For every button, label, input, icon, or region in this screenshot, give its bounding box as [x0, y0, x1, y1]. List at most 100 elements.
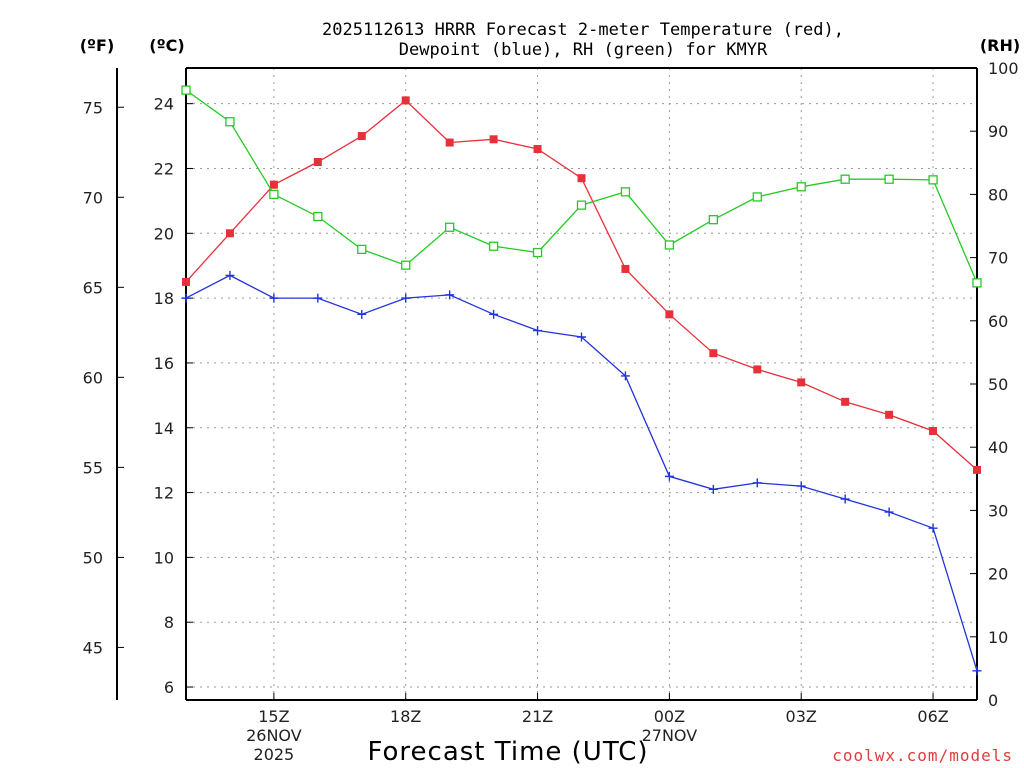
- rh-tick-label: 10: [988, 628, 1008, 647]
- data-point: [313, 293, 323, 303]
- data-point: [840, 494, 850, 504]
- data-point: [708, 484, 718, 494]
- data-point: [796, 182, 806, 192]
- data-point: [620, 187, 631, 197]
- data-point: [664, 240, 675, 250]
- fahrenheit-tick-label: 75: [83, 98, 103, 117]
- data-point: [972, 278, 982, 288]
- data-point: [753, 365, 762, 374]
- data-point: [445, 222, 455, 232]
- data-point: [181, 293, 191, 303]
- celsius-tick-label: 12: [154, 484, 174, 503]
- x-tick-date-label: 2025: [254, 745, 295, 764]
- data-point: [885, 410, 894, 419]
- data-point: [620, 371, 630, 381]
- series-line: [185, 89, 978, 284]
- data-point: [357, 244, 367, 255]
- rh-tick-label: 60: [988, 312, 1008, 331]
- chart-title-line-1: 2025112613 HRRR Forecast 2-meter Tempera…: [322, 20, 844, 40]
- data-point: [445, 290, 455, 300]
- fahrenheit-tick-label: 45: [83, 638, 103, 657]
- rh-tick-label: 70: [988, 249, 1008, 268]
- data-point: [709, 349, 718, 358]
- data-point: [973, 465, 981, 474]
- x-axis-label: Forecast Time (UTC): [367, 737, 648, 767]
- data-point: [929, 426, 938, 435]
- data-point: [357, 309, 367, 319]
- series-dewpoint: [181, 270, 982, 676]
- celsius-tick-label: 24: [154, 95, 174, 114]
- x-tick-date-label: 27NOV: [642, 726, 698, 745]
- credit-link[interactable]: coolwx.com/models: [832, 746, 1013, 765]
- fahrenheit-unit-label: (ºF): [80, 36, 115, 55]
- rh-tick-label: 50: [988, 375, 1008, 394]
- data-point: [532, 247, 543, 258]
- data-point: [269, 180, 278, 189]
- data-point: [489, 135, 498, 144]
- rh-tick-label: 100: [988, 59, 1019, 78]
- data-point: [665, 310, 674, 319]
- celsius-tick-label: 20: [154, 224, 174, 243]
- data-point: [533, 145, 542, 154]
- celsius-tick-label: 8: [164, 613, 174, 632]
- data-point: [840, 174, 850, 184]
- data-point: [488, 241, 499, 251]
- data-point: [533, 326, 543, 336]
- rh-tick-label: 20: [988, 565, 1008, 584]
- rh-tick-label: 80: [988, 185, 1008, 204]
- data-point: [752, 192, 762, 202]
- data-point: [269, 189, 279, 200]
- data-point: [664, 471, 674, 481]
- data-point: [752, 478, 762, 488]
- data-point: [313, 211, 323, 222]
- series-rh: [181, 85, 982, 288]
- fahrenheit-tick-label: 65: [83, 278, 103, 297]
- data-point: [621, 264, 630, 273]
- x-tick-label: 15Z: [258, 707, 289, 726]
- rh-tick-label: 0: [988, 691, 998, 710]
- data-point: [181, 85, 191, 95]
- chart-title-line-2: Dewpoint (blue), RH (green) for KMYR: [399, 40, 768, 60]
- celsius-tick-label: 6: [164, 678, 174, 697]
- x-tick-label: 03Z: [786, 707, 817, 726]
- series-line: [185, 99, 978, 471]
- data-point: [576, 200, 587, 210]
- celsius-unit-label: (ºC): [149, 36, 184, 55]
- data-point: [401, 260, 411, 270]
- x-tick-date-label: 26NOV: [246, 726, 302, 745]
- data-point: [225, 117, 235, 127]
- series-2-meter-temperature: [182, 96, 981, 474]
- data-point: [489, 309, 499, 319]
- data-point: [313, 157, 322, 166]
- data-point: [708, 215, 718, 225]
- data-point: [884, 507, 894, 517]
- data-point: [577, 174, 586, 183]
- rh-tick-label: 30: [988, 501, 1008, 520]
- data-point: [796, 481, 806, 491]
- data-point: [928, 175, 938, 185]
- data-point: [357, 132, 366, 141]
- data-point: [182, 277, 190, 286]
- data-series: [181, 85, 982, 676]
- x-tick-label: 06Z: [917, 707, 948, 726]
- fahrenheit-tick-label: 60: [83, 368, 103, 387]
- data-point: [928, 523, 938, 533]
- grid-lines: [186, 68, 977, 700]
- data-point: [225, 229, 234, 238]
- data-point: [401, 293, 411, 303]
- data-point: [225, 270, 235, 280]
- fahrenheit-tick-label: 55: [83, 458, 103, 477]
- fahrenheit-tick-label: 70: [83, 188, 103, 207]
- celsius-tick-label: 14: [154, 419, 174, 438]
- celsius-tick-label: 16: [154, 354, 174, 373]
- rh-unit-label: (RH): [980, 36, 1020, 55]
- axes: [116, 67, 978, 701]
- data-point: [797, 378, 806, 387]
- celsius-tick-label: 10: [154, 548, 174, 567]
- data-point: [577, 332, 586, 342]
- data-point: [401, 96, 410, 105]
- x-tick-label: 21Z: [522, 707, 553, 726]
- x-tick-label: 18Z: [390, 707, 421, 726]
- data-point: [269, 293, 279, 303]
